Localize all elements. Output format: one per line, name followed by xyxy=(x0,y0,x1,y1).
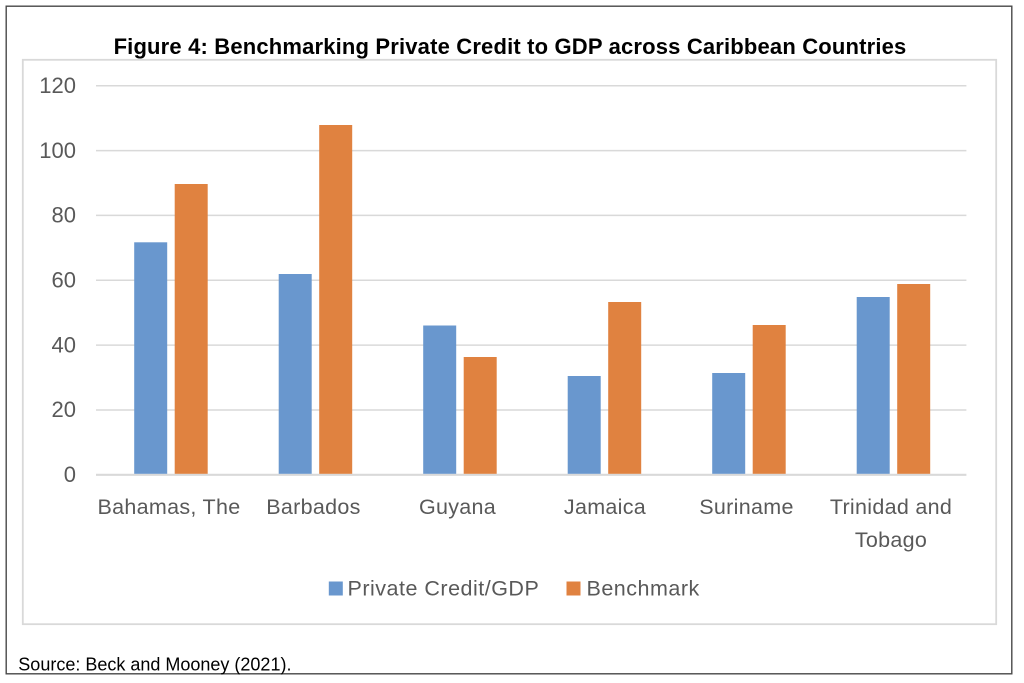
svg-text:40: 40 xyxy=(52,332,76,357)
svg-text:Barbados: Barbados xyxy=(266,495,360,519)
svg-text:Jamaica: Jamaica xyxy=(564,495,646,519)
svg-text:60: 60 xyxy=(52,268,76,293)
svg-text:80: 80 xyxy=(52,203,76,228)
svg-text:Tobago: Tobago xyxy=(855,528,927,552)
svg-text:Source: Beck and Mooney (2021): Source: Beck and Mooney (2021). xyxy=(18,655,291,675)
svg-text:Private Credit/GDP: Private Credit/GDP xyxy=(348,577,540,601)
svg-text:Benchmark: Benchmark xyxy=(587,577,700,601)
svg-text:Bahamas, The: Bahamas, The xyxy=(97,495,240,519)
svg-text:Trinidad and: Trinidad and xyxy=(830,495,952,519)
svg-text:Figure 4: Benchmarking Private: Figure 4: Benchmarking Private Credit to… xyxy=(114,34,907,59)
svg-text:20: 20 xyxy=(52,397,76,422)
svg-text:Guyana: Guyana xyxy=(419,495,496,519)
svg-text:100: 100 xyxy=(39,138,76,163)
svg-text:Suriname: Suriname xyxy=(699,495,793,519)
svg-text:120: 120 xyxy=(39,73,76,98)
svg-text:0: 0 xyxy=(64,462,76,487)
